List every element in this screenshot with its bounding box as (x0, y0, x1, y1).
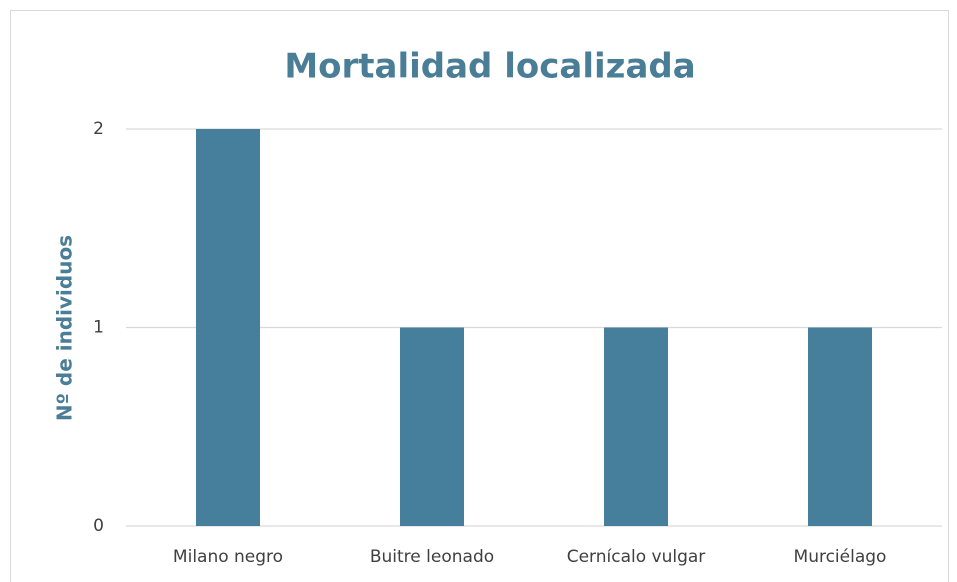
bar (400, 327, 464, 526)
chart-border (10, 10, 949, 582)
x-tick-label: Murciélago (794, 547, 887, 567)
x-tick-label: Milano negro (173, 547, 283, 567)
y-tick-label: 0 (93, 516, 104, 536)
x-tick-label: Cernícalo vulgar (567, 547, 706, 567)
bar (604, 327, 668, 526)
bar (808, 327, 872, 526)
y-tick-label: 1 (93, 318, 104, 338)
x-tick-label: Buitre leonado (370, 547, 494, 567)
y-axis-label: Nº de individuos (53, 235, 77, 421)
chart-title: Mortalidad localizada (284, 47, 695, 87)
bar (196, 129, 260, 526)
y-tick-label: 2 (93, 119, 104, 139)
